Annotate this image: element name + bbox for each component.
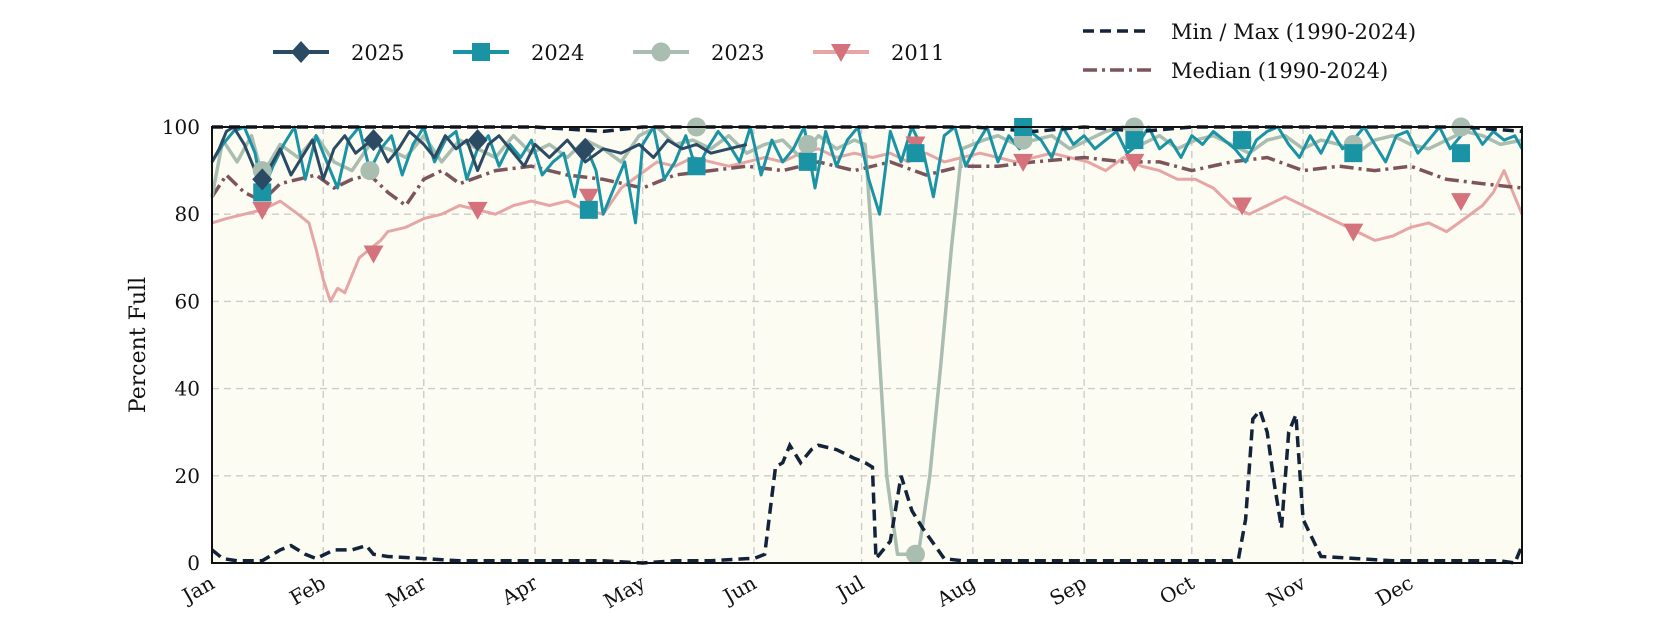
grid [211,126,1522,564]
legend: 2025 2024 2023 2011 Min / Max (1990-2024) Med… [273,20,1416,83]
x-tick-label-feb: Feb [285,571,329,610]
marker-2023-1 [360,161,380,181]
series-line-2025 [210,125,748,181]
x-tick-label-oct: Oct [1155,571,1198,610]
marker-2024-9 [1451,144,1470,163]
legend-label-2011: 2011 [891,41,944,65]
x-tick-label-jun: Jun [717,570,760,609]
marker-2011-1 [363,245,384,264]
marker-2011-0 [252,201,273,220]
marker-2011-7 [1232,197,1253,216]
y-tick-label: 20 [175,464,200,488]
x-tick-label-sep: Sep [1045,571,1090,611]
x-tick-label-apr: Apr [497,570,542,610]
series-line-2024 [210,125,1524,225]
marker-2024-8 [1344,144,1363,163]
x-tick-label-aug: Aug [932,570,980,611]
x-tick-label-jul: Jul [831,571,868,606]
marker-2024-6 [1125,131,1144,150]
legend-marker-2011 [831,44,851,62]
marker-2025-0 [252,168,273,191]
legend-label-2023: 2023 [711,41,764,65]
marker-2023-3 [798,134,818,154]
x-tick-label-nov: Nov [1262,570,1310,612]
plot-frame [211,126,1523,564]
marker-2011-9 [1450,193,1471,212]
marker-2025-2 [467,129,488,152]
series-line-2011 [211,147,1524,303]
legend-marker-2024 [472,43,490,61]
x-axis-ticks: Jan Feb Mar Apr May Jun Jul Aug Sep Oct Nov Dec [176,570,1417,613]
marker-2024-4 [906,144,925,163]
y-axis-ticks: 0 20 40 60 80 100 [162,115,200,575]
legend-label-2025: 2025 [351,41,404,65]
x-tick-label-jan: Jan [176,570,218,608]
marker-2024-7 [1233,131,1252,150]
x-tick-label-mar: Mar [382,570,431,612]
legend-marker-2023 [651,42,671,62]
marker-2024-0 [253,183,272,202]
x-tick-label-may: May [599,570,649,613]
legend-label-median: Median (1990-2024) [1171,59,1388,83]
marker-2011-3 [578,188,599,207]
y-tick-label: 100 [162,115,200,139]
marker-2011-8 [1343,223,1364,242]
marker-2023-4 [905,544,925,564]
legend-marker-2025 [291,41,311,63]
x-tick-label-dec: Dec [1371,571,1417,611]
y-axis-label: Percent Full [126,277,151,413]
series-line-min [210,406,1524,565]
legend-label-2024: 2024 [531,41,584,65]
marker-2025-3 [575,137,596,160]
y-tick-label: 0 [187,551,200,575]
marker-2024-3 [798,152,817,171]
marker-2025-1 [363,129,384,152]
marker-2011-2 [467,201,488,220]
y-tick-label: 80 [175,202,200,226]
y-tick-label: 40 [175,377,200,401]
marker-2024-1 [579,200,598,219]
series-markers [252,117,1471,564]
marker-2024-2 [687,157,706,176]
legend-label-minmax: Min / Max (1990-2024) [1171,20,1416,44]
marker-2011-6 [1124,153,1145,172]
y-tick-label: 60 [175,289,200,313]
marker-2011-5 [1013,153,1034,172]
